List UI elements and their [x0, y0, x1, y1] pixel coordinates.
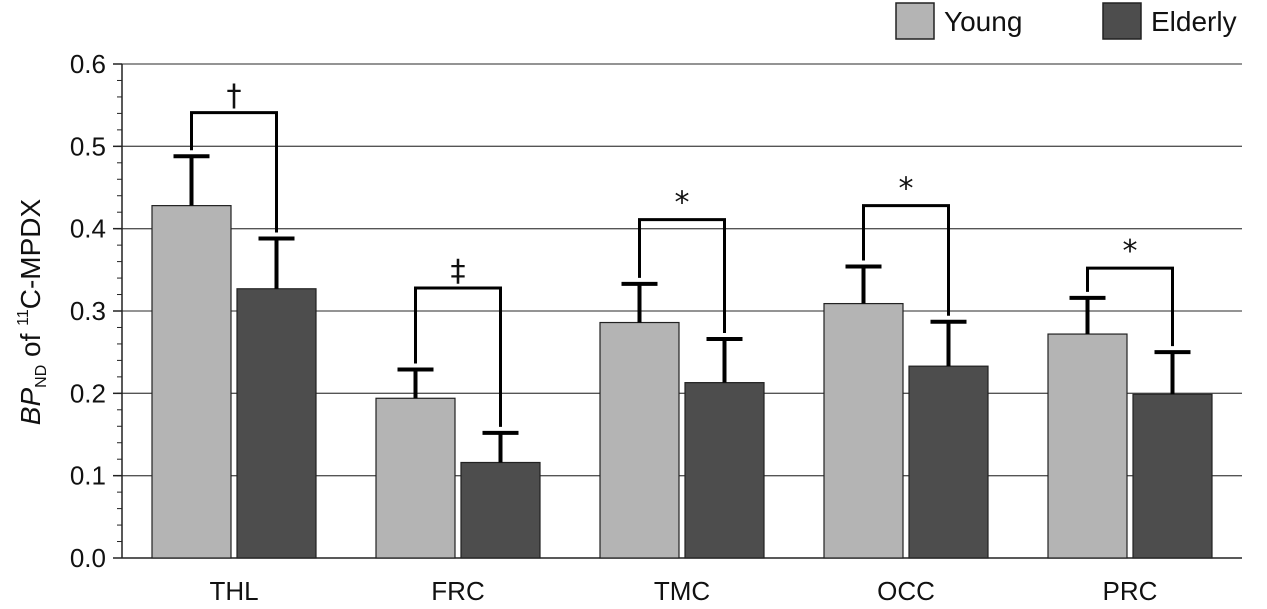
y-tick-label: 0.3	[70, 296, 106, 326]
bar-elderly-frc	[460, 461, 541, 559]
bar-elderly-prc	[1132, 393, 1213, 559]
x-tick-label-frc: FRC	[431, 576, 484, 606]
legend-swatch-young	[895, 2, 935, 40]
y-tick-label: 0.4	[70, 214, 106, 244]
legend: Young Elderly	[895, 2, 1237, 40]
significance-bracket-occ	[862, 204, 950, 316]
bar-young-thl	[151, 205, 232, 559]
error-bars	[173, 154, 1191, 463]
legend-swatch-elderly	[1102, 2, 1142, 40]
significance-symbol-thl: †	[227, 79, 242, 114]
significance-brackets: † ‡ * * *	[190, 79, 1174, 427]
x-tick-label-thl: THL	[209, 576, 258, 606]
y-tick-label: 0.0	[70, 543, 106, 573]
bar-young-occ	[823, 302, 904, 559]
bar-elderly-tmc	[684, 382, 765, 559]
bar-young-prc	[1047, 333, 1128, 559]
y-tick-label: 0.2	[70, 378, 106, 408]
y-axis: 0.0 0.1 0.2 0.3 0.4 0.5 0.6	[70, 49, 1242, 573]
significance-symbol-occ: *	[899, 172, 914, 207]
significance-symbol-tmc: *	[675, 186, 690, 221]
significance-symbol-prc: *	[1123, 234, 1138, 269]
x-tick-label-prc: PRC	[1103, 576, 1158, 606]
significance-bracket-tmc	[638, 218, 726, 333]
y-tick-label: 0.1	[70, 461, 106, 491]
y-tick-label: 0.5	[70, 131, 106, 161]
bar-young-frc	[375, 397, 456, 559]
significance-bracket-thl	[190, 111, 278, 233]
x-axis-labels: THL FRC TMC OCC PRC	[209, 576, 1157, 606]
x-tick-label-occ: OCC	[877, 576, 935, 606]
y-tick-label: 0.6	[70, 49, 106, 79]
y-axis-label: BPND of 11C-MPDX	[15, 198, 50, 425]
bar-elderly-thl	[236, 288, 317, 559]
significance-symbol-frc: ‡	[451, 254, 466, 289]
bar-young-tmc	[599, 321, 680, 559]
bars	[151, 205, 1213, 559]
legend-label-elderly: Elderly	[1151, 6, 1237, 37]
bar-elderly-occ	[908, 365, 989, 559]
significance-bracket-frc	[414, 286, 502, 427]
x-tick-label-tmc: TMC	[654, 576, 710, 606]
legend-label-young: Young	[944, 6, 1022, 37]
significance-bracket-prc	[1086, 266, 1174, 347]
